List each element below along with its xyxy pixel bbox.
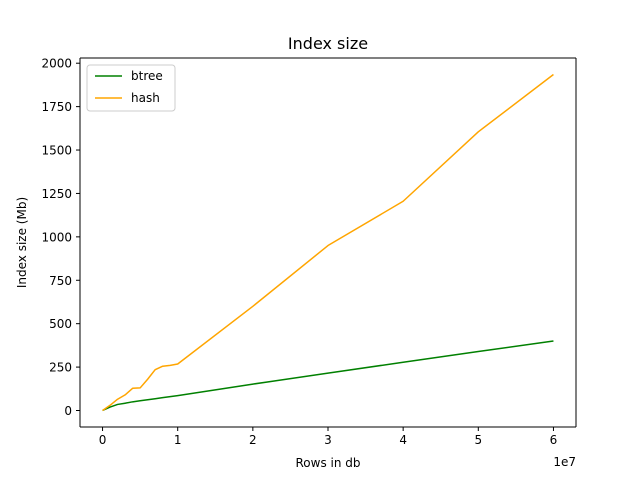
y-axis-ticks: 0 250 500 750 1000 1250 1500 1750 2000 [41, 57, 80, 418]
y-tick-label: 1250 [41, 187, 72, 201]
chart-title: Index size [288, 34, 368, 53]
x-axis-label: Rows in db [295, 456, 360, 470]
x-tick-label: 2 [249, 433, 257, 447]
x-axis-ticks: 0 1 2 3 4 5 6 [99, 427, 558, 447]
legend-label-btree: btree [131, 69, 163, 83]
y-tick-label: 1000 [41, 230, 72, 244]
legend-label-hash: hash [131, 91, 160, 105]
x-tick-label: 3 [324, 433, 332, 447]
y-tick-label: 500 [49, 317, 72, 331]
x-tick-label: 4 [399, 433, 407, 447]
y-tick-label: 2000 [41, 57, 72, 71]
legend: btree hash [86, 64, 176, 112]
x-tick-label: 1 [174, 433, 182, 447]
series-line-btree [102, 340, 554, 412]
x-tick-label: 0 [99, 433, 107, 447]
y-tick-label: 1750 [41, 100, 72, 114]
y-tick-label: 1500 [41, 144, 72, 158]
y-tick-label: 250 [49, 361, 72, 375]
x-tick-label: 6 [550, 433, 558, 447]
x-tick-label: 5 [474, 433, 482, 447]
x-axis-offset-label: 1e7 [553, 455, 576, 469]
y-tick-label: 0 [64, 404, 72, 418]
series-line-hash [102, 73, 554, 412]
series-lines [102, 73, 554, 412]
y-axis-label: Index size (Mb) [15, 197, 29, 288]
y-tick-label: 750 [49, 274, 72, 288]
